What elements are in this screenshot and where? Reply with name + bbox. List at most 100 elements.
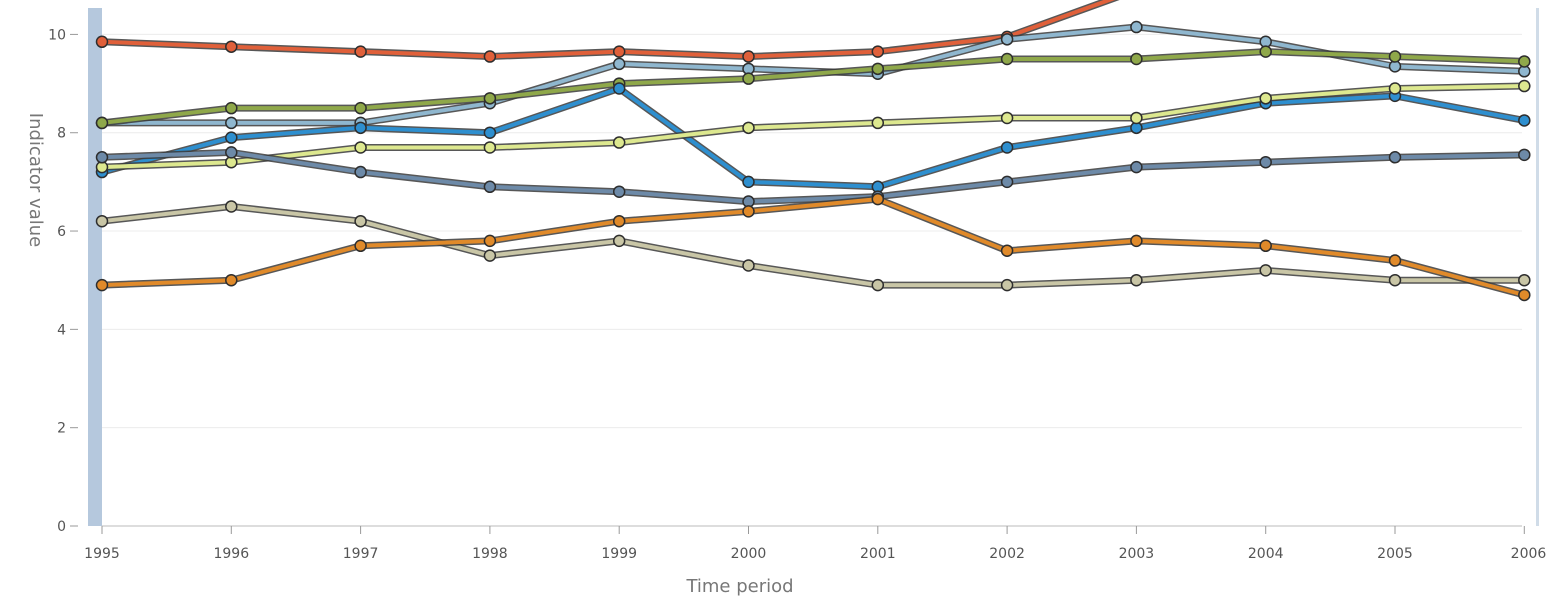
- series-line: [100, 197, 1527, 297]
- data-point[interactable]: [354, 101, 367, 115]
- data-point[interactable]: [1130, 111, 1143, 125]
- data-point[interactable]: [1000, 52, 1014, 66]
- series-line-outline: [98, 48, 1528, 127]
- data-point[interactable]: [1000, 111, 1014, 125]
- data-point[interactable]: [225, 146, 238, 159]
- data-point[interactable]: [742, 205, 755, 218]
- data-point[interactable]: [742, 175, 755, 189]
- data-point[interactable]: [95, 116, 109, 130]
- data-point[interactable]: [1130, 52, 1143, 66]
- data-point[interactable]: [1388, 82, 1402, 95]
- data-point[interactable]: [1000, 141, 1014, 154]
- data-point[interactable]: [483, 92, 497, 105]
- data-point[interactable]: [483, 50, 497, 63]
- data-point[interactable]: [1518, 288, 1531, 302]
- data-point[interactable]: [354, 141, 367, 154]
- data-point[interactable]: [225, 200, 238, 213]
- data-point[interactable]: [1518, 55, 1531, 68]
- x-tick-label: 1999: [601, 546, 637, 562]
- data-point[interactable]: [354, 239, 367, 253]
- data-point[interactable]: [1259, 264, 1272, 277]
- data-point[interactable]: [483, 141, 497, 154]
- series-line: [100, 84, 1527, 170]
- series-6: [95, 146, 1531, 208]
- data-point[interactable]: [612, 214, 626, 228]
- data-point[interactable]: [871, 192, 885, 206]
- data-point[interactable]: [1518, 273, 1531, 287]
- data-point[interactable]: [1130, 234, 1143, 248]
- data-point[interactable]: [871, 62, 885, 76]
- data-point[interactable]: [612, 185, 626, 198]
- data-point[interactable]: [1000, 278, 1014, 292]
- data-point[interactable]: [612, 82, 626, 95]
- data-point[interactable]: [225, 273, 238, 287]
- data-point[interactable]: [1259, 155, 1272, 169]
- series-line: [100, 204, 1527, 288]
- data-point[interactable]: [354, 214, 367, 228]
- data-point[interactable]: [742, 72, 755, 85]
- data-point[interactable]: [483, 234, 497, 248]
- data-point[interactable]: [354, 45, 367, 58]
- data-point[interactable]: [871, 116, 885, 130]
- data-point[interactable]: [612, 57, 626, 71]
- data-point[interactable]: [1518, 148, 1531, 162]
- x-tick-label: 2002: [989, 546, 1025, 562]
- data-point[interactable]: [1518, 114, 1531, 127]
- data-point[interactable]: [871, 45, 885, 58]
- y-tick-label: 8: [57, 126, 66, 142]
- y-axis-title: Indicator value: [25, 113, 46, 247]
- series-lines: [95, 0, 1531, 302]
- data-point[interactable]: [1130, 273, 1143, 287]
- series-line-outline: [98, 85, 1528, 191]
- data-point[interactable]: [354, 121, 367, 135]
- data-point[interactable]: [483, 126, 497, 139]
- data-point[interactable]: [95, 35, 109, 49]
- data-point[interactable]: [354, 165, 367, 179]
- data-point[interactable]: [483, 249, 497, 262]
- data-point[interactable]: [1130, 160, 1143, 174]
- data-point[interactable]: [483, 180, 497, 194]
- y-tick-label: 0: [57, 519, 66, 535]
- y-tick-label: 10: [48, 27, 66, 43]
- data-point[interactable]: [1388, 50, 1402, 63]
- data-point[interactable]: [742, 259, 755, 272]
- data-point[interactable]: [1259, 92, 1272, 105]
- data-point[interactable]: [95, 151, 109, 164]
- y-axis-scrollbar[interactable]: [88, 8, 102, 526]
- right-edge-bar: [1536, 8, 1539, 526]
- data-point[interactable]: [1000, 175, 1014, 189]
- data-point[interactable]: [225, 101, 238, 115]
- data-point[interactable]: [1000, 33, 1014, 46]
- x-tick-label: 1997: [343, 546, 379, 562]
- data-point[interactable]: [612, 45, 626, 58]
- series-line: [100, 49, 1527, 125]
- x-tick-label: 2005: [1377, 546, 1413, 562]
- y-tick-label: 6: [57, 224, 66, 240]
- data-point[interactable]: [742, 50, 755, 63]
- data-point[interactable]: [612, 234, 626, 248]
- data-point[interactable]: [95, 278, 109, 292]
- data-point[interactable]: [225, 131, 238, 144]
- data-point[interactable]: [612, 136, 626, 149]
- data-point[interactable]: [1388, 273, 1402, 287]
- data-point[interactable]: [871, 278, 885, 292]
- data-point[interactable]: [1388, 254, 1402, 267]
- data-point[interactable]: [742, 121, 755, 135]
- series-4: [95, 82, 1531, 194]
- series-line: [100, 86, 1527, 189]
- data-point[interactable]: [1130, 20, 1143, 34]
- x-axis-title: Time period: [685, 576, 793, 597]
- data-point[interactable]: [225, 40, 238, 53]
- data-point[interactable]: [225, 116, 238, 130]
- y-tick-label: 4: [57, 322, 66, 338]
- series-7: [95, 200, 1531, 292]
- data-point[interactable]: [1259, 239, 1272, 253]
- series-1: [95, 0, 1120, 63]
- data-point[interactable]: [1518, 79, 1531, 93]
- data-point[interactable]: [95, 214, 109, 228]
- x-tick-label: 2006: [1511, 546, 1547, 562]
- data-point[interactable]: [1000, 244, 1014, 257]
- data-point[interactable]: [1259, 45, 1272, 58]
- data-point[interactable]: [1388, 151, 1402, 164]
